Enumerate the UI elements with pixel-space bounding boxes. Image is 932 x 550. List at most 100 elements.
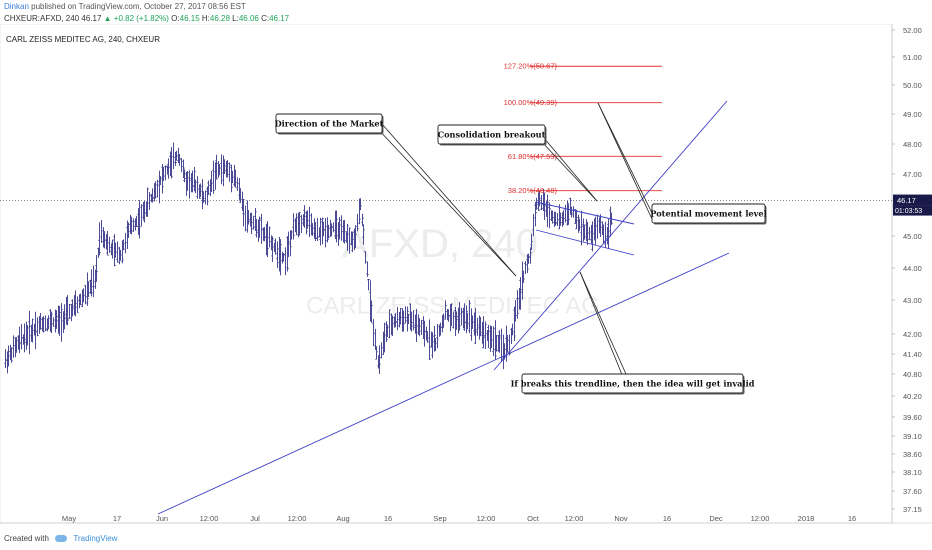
x-tick-label: Oct xyxy=(527,514,540,523)
tradingview-logo-icon xyxy=(55,535,68,543)
price-bar xyxy=(135,215,138,227)
price-bar xyxy=(468,300,471,334)
price-bar xyxy=(564,204,567,223)
price-bar xyxy=(108,236,111,253)
price-bar xyxy=(300,214,303,233)
price-bar xyxy=(607,219,610,249)
price-bar xyxy=(103,231,106,249)
price-bar xyxy=(268,226,271,248)
price-bar xyxy=(447,309,450,322)
price-bar xyxy=(364,251,367,264)
price-bar xyxy=(231,170,234,184)
price-bar xyxy=(529,247,532,264)
price-bar xyxy=(458,301,461,331)
y-tick-label: 37.15 xyxy=(903,505,922,514)
price-bar xyxy=(372,319,375,347)
price-bar xyxy=(50,311,53,334)
price-bar xyxy=(577,214,580,233)
price-bar xyxy=(199,183,202,198)
price-bar xyxy=(532,214,535,237)
price-bar xyxy=(119,249,122,261)
callout-label: Potential movement level xyxy=(650,209,766,219)
price-bar xyxy=(7,345,10,367)
price-bar xyxy=(418,318,421,337)
trendline-long-support xyxy=(157,252,730,515)
channel-lower-line xyxy=(535,229,635,256)
publisher-link[interactable]: Dinkan xyxy=(4,2,29,11)
price-bar xyxy=(431,332,434,359)
price-bar xyxy=(407,313,410,325)
price-bar xyxy=(63,304,66,330)
callout-label: Direction of the Market xyxy=(275,119,384,129)
price-bar xyxy=(522,270,525,283)
price-bar xyxy=(130,216,133,235)
price-bar xyxy=(570,206,573,218)
x-tick-label: Jun xyxy=(156,514,168,523)
price-bar xyxy=(426,331,429,343)
price-bar xyxy=(471,315,474,329)
price-bar xyxy=(127,222,130,239)
price-bar xyxy=(396,307,399,331)
x-tick-label: 16 xyxy=(384,514,392,523)
price-bar xyxy=(239,188,242,203)
ohlc-c-label: C: xyxy=(261,14,270,23)
price-bar xyxy=(566,200,569,226)
price-bar xyxy=(252,215,255,230)
price-bar xyxy=(338,217,341,240)
x-tick-label: 16 xyxy=(663,514,671,523)
price-bar xyxy=(420,319,423,335)
price-bar xyxy=(511,323,514,336)
price-bar xyxy=(450,303,453,327)
callout-pointer xyxy=(597,102,653,214)
price-bar xyxy=(378,345,381,374)
price-bar xyxy=(534,201,537,227)
ohlc-low: 46.06 xyxy=(238,14,259,23)
price-bar xyxy=(52,317,55,327)
fib-level-label: 127.20%(50.67) xyxy=(504,62,558,71)
price-bar xyxy=(351,231,354,253)
price-bar xyxy=(410,311,413,332)
price-bar xyxy=(348,227,351,254)
price-bar xyxy=(198,184,201,199)
price-bar xyxy=(305,211,308,235)
price-bar xyxy=(250,212,253,235)
price-bar xyxy=(266,221,269,257)
price-bar xyxy=(79,293,82,306)
y-tick-label: 40.20 xyxy=(903,392,922,401)
price-bar xyxy=(124,232,127,254)
price-bar xyxy=(172,142,175,169)
price-bar xyxy=(188,170,191,199)
ohlc-close: 46.17 xyxy=(269,14,290,23)
price-bar xyxy=(28,310,31,355)
price-bar xyxy=(572,206,575,218)
price-bar xyxy=(18,326,21,354)
price-bar xyxy=(44,315,47,332)
price-bar xyxy=(394,313,397,328)
tradingview-brand[interactable]: TradingView xyxy=(73,534,118,543)
price-bar xyxy=(535,197,538,210)
price-bar xyxy=(548,202,551,229)
x-tick-label: 12:00 xyxy=(751,514,770,523)
price-bar xyxy=(588,227,591,241)
price-bar xyxy=(260,213,263,244)
price-bar xyxy=(465,305,468,334)
x-tick-label: 12:00 xyxy=(200,514,219,523)
ohlc-h-label: H: xyxy=(201,14,210,23)
price-bar xyxy=(206,186,209,206)
price-bar xyxy=(602,224,605,244)
footer: Created with TradingView xyxy=(4,534,117,543)
price-bar xyxy=(519,277,522,310)
price-bar xyxy=(319,217,322,246)
price-bar xyxy=(182,159,185,178)
price-bar xyxy=(39,312,42,330)
x-tick-label: 16 xyxy=(848,514,856,523)
price-bar xyxy=(332,222,335,233)
price-chart[interactable]: AFXD, 240 CARL ZEISS MEDITEC AG 52.00 51.00… xyxy=(0,24,932,530)
price-bar xyxy=(210,170,213,193)
price-bar xyxy=(484,321,487,350)
price-bar xyxy=(55,310,58,329)
x-tick-label: Dec xyxy=(709,514,723,523)
price-bar xyxy=(362,224,365,245)
price-bar xyxy=(242,199,245,227)
price-bar xyxy=(236,177,239,191)
